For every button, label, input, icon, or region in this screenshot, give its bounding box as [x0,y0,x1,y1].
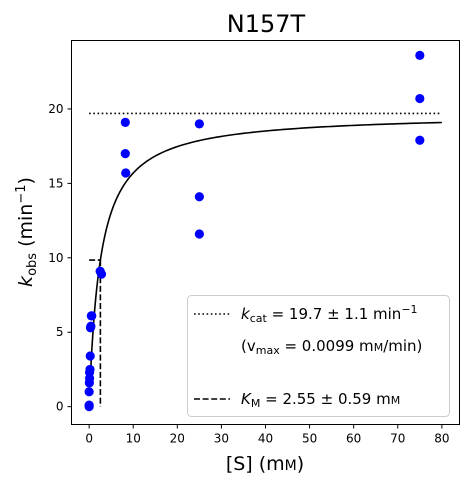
data-point [85,364,95,375]
legend-vmax-label: (vmax = 0.0099 mM/min) [241,337,422,357]
data-point [96,269,107,279]
x-tick-label: 70 [390,432,405,446]
data-point [85,351,95,361]
y-axis-label-k: k [15,275,37,287]
legend-kcat-k: k [241,305,251,323]
y-axis-label: kobs (min−1) [14,177,40,287]
legend-vmax-sub: max [256,344,280,357]
legend-box [187,295,450,417]
legend-kcat-text: = 19.7 ± 1.1 min [267,305,402,323]
y-axis-label-main: (min [15,204,37,253]
legend-km-text: = 2.55 ± 0.59 m [260,390,390,408]
x-tick-label: 30 [214,432,229,446]
data-point [84,387,94,397]
x-axis-label-main: [S] (m [226,453,285,475]
y-axis: 0 5 10 15 20 [48,102,72,414]
legend-vmax-open: (v [241,337,256,355]
x-axis-label-end: ) [297,453,304,475]
x-tick-label: 40 [258,432,273,446]
x-tick-label: 80 [434,432,449,446]
data-point [120,149,130,159]
legend-vmax-text: = 0.0099 m [280,337,374,355]
x-tick-label: 50 [302,432,317,446]
y-axis-label-sub: obs [25,253,40,276]
data-point [415,50,425,60]
legend-kcat-sup: −1 [401,303,417,316]
data-point [415,135,425,145]
y-tick-label: 0 [56,400,64,414]
x-tick-label: 60 [346,432,361,446]
y-axis-label-sup: −1 [14,184,29,203]
legend-vmax-close: /min) [383,337,422,355]
data-point [86,321,96,331]
data-point [120,117,130,127]
data-point [194,119,204,129]
legend-kcat-label: kcat = 19.7 ± 1.1 min−1 [241,303,418,325]
legend-kcat-sub: cat [250,312,268,325]
legend-km-sub: M [251,397,261,410]
chart-title: N157T [227,10,306,38]
data-point [87,311,97,321]
data-point [84,400,94,410]
y-tick-label: 5 [56,325,64,339]
data-point [121,168,131,178]
x-tick-label: 10 [126,432,141,446]
x-tick-label: 20 [170,432,185,446]
legend: kcat = 19.7 ± 1.1 min−1 (vmax = 0.0099 m… [187,295,450,417]
y-tick-label: 15 [48,176,63,190]
x-tick-label: 0 [85,432,93,446]
legend-km-unit: M [391,394,401,407]
y-tick-label: 20 [48,102,63,116]
fit-curve [89,121,442,376]
plot-area [84,50,442,412]
y-tick-label: 10 [48,251,63,265]
legend-km-label: KM = 2.55 ± 0.59 mM [241,390,400,410]
data-point [194,192,204,202]
y-axis-label-end: ) [15,177,37,184]
x-axis: 0 10 20 30 40 50 60 70 80 [85,424,450,446]
x-axis-label: [S] (mM) [226,453,304,475]
legend-km-k: K [241,390,252,408]
legend-vmax-unit: M [374,341,384,354]
data-point [415,93,425,104]
data-point [194,229,204,239]
x-axis-label-unit: M [285,458,297,474]
